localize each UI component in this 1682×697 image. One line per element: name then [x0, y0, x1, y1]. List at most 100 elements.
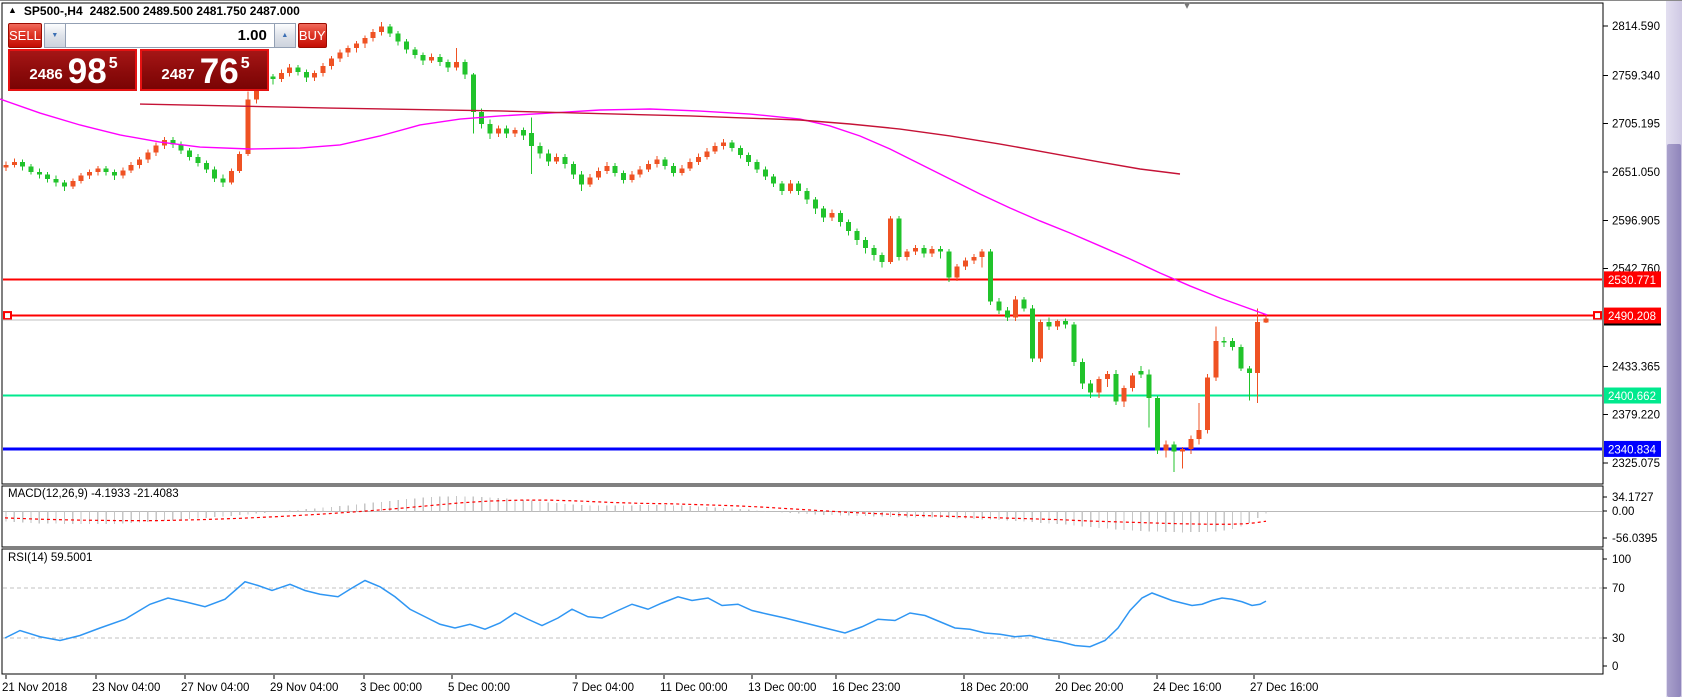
candle-body: [529, 132, 535, 147]
sell-price-tile[interactable]: 2486 98 5: [8, 49, 137, 91]
price-axis-label: 2651.050: [1612, 167, 1660, 179]
candle-body: [1113, 373, 1119, 402]
buy-button[interactable]: BUY: [297, 23, 327, 48]
time-axis-label: 13 Dec 00:00: [748, 682, 816, 694]
line-endpoint-handle[interactable]: [1593, 311, 1602, 321]
time-axis-label: 16 Dec 23:00: [832, 682, 900, 694]
candle-body: [1063, 321, 1069, 325]
candle-body: [1013, 299, 1019, 318]
candle-body: [145, 152, 151, 160]
candle-body: [487, 123, 493, 134]
candle-body: [86, 172, 92, 176]
candle-body: [545, 153, 551, 162]
price-badge-label: 2530.771: [1608, 275, 1656, 287]
volume-decrease-button[interactable]: ▼: [43, 23, 66, 48]
candle-body: [370, 31, 376, 39]
candle-body: [721, 142, 727, 147]
scrollbar-thumb[interactable]: [1667, 144, 1681, 697]
candle-body: [662, 159, 668, 166]
candle-body: [412, 49, 418, 56]
macd-indicator-label: MACD(12,26,9) -4.1933 -21.4083: [8, 488, 179, 500]
candle-body: [712, 146, 718, 152]
candle-body: [771, 176, 777, 184]
candle-body: [1096, 379, 1102, 393]
price-axis-label: 2433.365: [1612, 361, 1660, 373]
candle-body: [979, 251, 985, 257]
candle-body: [1129, 375, 1135, 389]
candle-body: [579, 174, 585, 185]
candle-body: [1263, 318, 1269, 323]
candle-body: [846, 222, 852, 231]
candle-body: [228, 171, 234, 183]
price-axis-label: 2596.905: [1612, 215, 1660, 227]
candle-body: [1088, 383, 1094, 393]
indicator-axis-label: 100: [1612, 554, 1631, 566]
candle-body: [687, 162, 693, 169]
candle-body: [562, 156, 568, 165]
price-badge: [1604, 307, 1661, 324]
rsi-indicator-label: RSI(14) 59.5001: [8, 552, 93, 564]
volume-input[interactable]: [65, 23, 274, 48]
candle-body: [1004, 310, 1010, 318]
candle-body: [45, 174, 51, 180]
candle-body: [1154, 397, 1160, 451]
candle-body: [587, 177, 593, 185]
candle-body: [404, 41, 410, 50]
candle-body: [537, 146, 543, 154]
ohlc-values-label: 2482.500 2489.500 2481.750 2487.000: [89, 4, 300, 18]
candle-body: [11, 162, 17, 165]
one-click-trading-panel: SELL ▼ ▲ BUY 2486 98 5 2487 76 5: [8, 23, 327, 91]
triangle-up-icon: ▲: [8, 5, 17, 15]
indicator-axis-label: 70: [1612, 583, 1625, 595]
candle-body: [1255, 322, 1261, 373]
candle-body: [1171, 444, 1177, 452]
candle-body: [28, 166, 34, 173]
chevron-down-icon[interactable]: ▾: [1184, 0, 1191, 12]
candle-body: [470, 74, 476, 113]
candle-body: [270, 76, 276, 80]
time-axis-label: 29 Nov 04:00: [270, 682, 338, 694]
vertical-scrollbar[interactable]: [1666, 1, 1682, 697]
line-endpoint-handle[interactable]: [3, 311, 12, 321]
sell-price-prefix: 2486: [29, 66, 63, 83]
candle-body: [912, 247, 918, 252]
candle-body: [1038, 322, 1044, 359]
candle-body: [445, 62, 451, 68]
buy-price-tile[interactable]: 2487 76 5: [140, 49, 269, 91]
candle-body: [954, 266, 960, 278]
buy-price-prefix: 2487: [161, 66, 195, 83]
candle-body: [1054, 321, 1060, 327]
candle-body: [754, 162, 760, 170]
candle-body: [904, 251, 910, 257]
candle-body: [111, 172, 117, 176]
time-axis-label: 7 Dec 04:00: [572, 682, 634, 694]
candle-body: [729, 142, 735, 148]
candle-body: [395, 33, 401, 42]
candle-body: [988, 251, 994, 302]
candle-body: [353, 43, 359, 48]
candle-body: [1246, 368, 1252, 373]
candle-body: [746, 155, 752, 163]
buy-price-pip: 5: [240, 55, 250, 72]
triangle-down-icon: ▼: [51, 32, 59, 39]
time-axis-label: 21 Nov 2018: [2, 682, 67, 694]
candle-body: [95, 168, 101, 173]
candle-body: [871, 247, 877, 256]
candle-body: [796, 183, 802, 191]
candle-body: [312, 72, 318, 78]
volume-increase-button[interactable]: ▲: [273, 23, 296, 48]
candle-body: [120, 170, 126, 176]
price-axis-label: 2325.075: [1612, 458, 1660, 470]
candle-body: [504, 128, 510, 134]
candle-body: [971, 256, 977, 261]
candle-body: [1196, 430, 1202, 439]
time-axis-label: 27 Nov 04:00: [181, 682, 249, 694]
candle-body: [921, 247, 927, 254]
candle-body: [520, 130, 526, 136]
sell-button[interactable]: SELL: [8, 23, 42, 48]
candle-body: [61, 182, 67, 187]
time-axis-label: 24 Dec 16:00: [1153, 682, 1221, 694]
time-axis-label: 11 Dec 00:00: [660, 682, 728, 694]
candle-body: [1021, 299, 1027, 309]
